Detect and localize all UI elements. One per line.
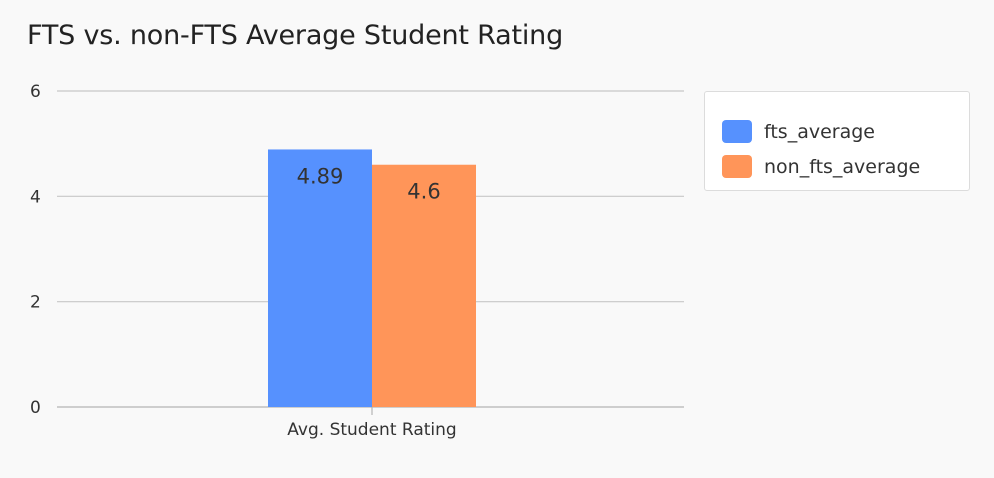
legend-swatch-fts-average — [722, 120, 752, 143]
chart-legend: fts_average non_fts_average — [704, 91, 970, 191]
data-label-fts-average: 4.89 — [297, 164, 344, 188]
y-tick-label: 6 — [30, 82, 41, 102]
chart-title: FTS vs. non-FTS Average Student Rating — [27, 20, 564, 51]
legend-label-non-fts-average: non_fts_average — [764, 155, 921, 178]
bar-non-fts-average[interactable] — [372, 164, 476, 407]
y-tick-label: 0 — [30, 398, 41, 418]
bar-fts-average[interactable] — [268, 149, 372, 407]
data-label-non-fts-average: 4.6 — [407, 180, 440, 204]
legend-label-fts-average: fts_average — [764, 120, 875, 143]
y-tick-label: 4 — [30, 187, 41, 207]
x-category-label: Avg. Student Rating — [287, 420, 456, 440]
legend-item-non-fts-average[interactable]: non_fts_average — [722, 149, 969, 184]
legend-item-fts-average[interactable]: fts_average — [722, 114, 969, 149]
y-tick-label: 2 — [30, 293, 41, 313]
legend-swatch-non-fts-average — [722, 155, 752, 178]
